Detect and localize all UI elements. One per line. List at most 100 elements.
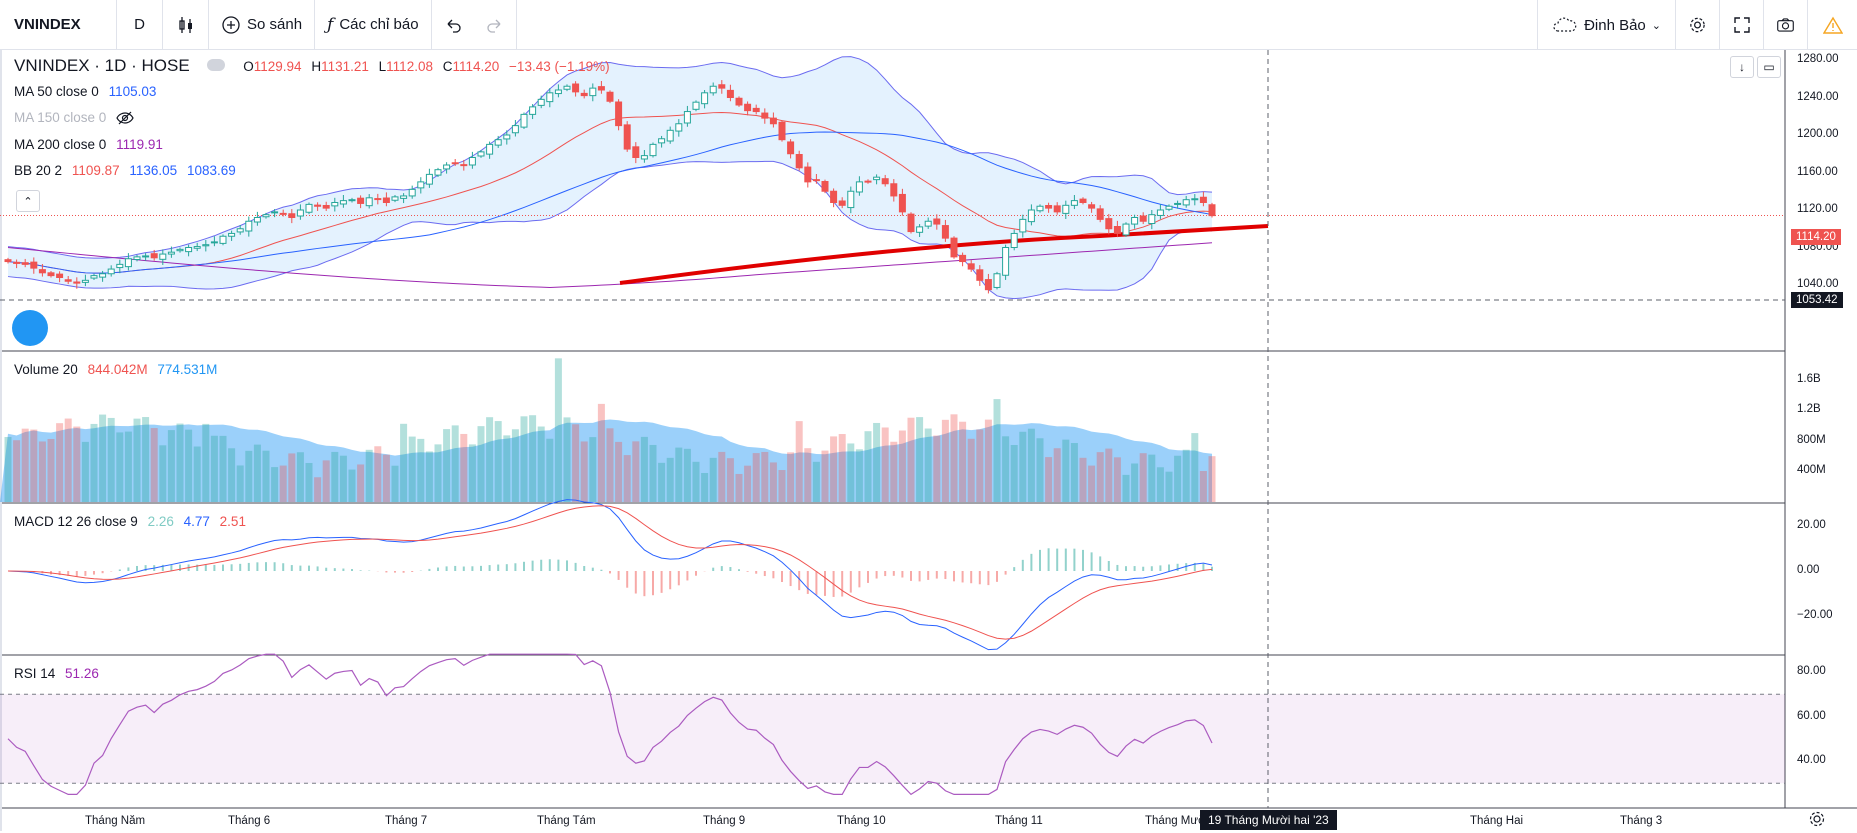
ma50-legend[interactable]: MA 50 close 0 1105.03: [14, 84, 162, 99]
volume-bar: [675, 447, 683, 502]
volume-bar: [434, 444, 442, 502]
volume-bar: [486, 417, 494, 502]
volume-bar: [976, 429, 984, 502]
rsi-legend[interactable]: RSI 14 51.26: [14, 666, 105, 681]
candles-icon: [178, 16, 192, 33]
volume-bar: [950, 414, 958, 502]
candle-body: [331, 202, 339, 207]
candle-body: [434, 169, 442, 176]
move-down-button[interactable]: ↓: [1730, 56, 1754, 78]
ma150-legend[interactable]: MA 150 close 0: [14, 110, 134, 125]
chart-canvas[interactable]: [0, 50, 1857, 831]
volume-bar: [1208, 456, 1216, 502]
candle-body: [1053, 205, 1061, 213]
candle-body: [30, 261, 38, 269]
axis-settings-button[interactable]: [1808, 810, 1828, 830]
volume-bar: [830, 436, 838, 502]
snapshot-button[interactable]: [1763, 0, 1807, 50]
candle-body: [4, 259, 12, 263]
candle-body: [1113, 226, 1121, 234]
candle-body: [477, 151, 485, 157]
volume-legend[interactable]: Volume 20 844.042M 774.531M: [14, 362, 223, 377]
candle-body: [1191, 198, 1199, 201]
volume-bar: [348, 469, 356, 502]
interval-button[interactable]: D: [117, 0, 163, 50]
candle-body: [589, 87, 597, 97]
volume-bar: [984, 419, 992, 502]
volume-bar: [580, 441, 588, 502]
volume-bar: [417, 438, 425, 502]
volume-bar: [391, 465, 399, 502]
rsi-value: 51.26: [65, 666, 99, 681]
compare-button[interactable]: So sánh: [209, 0, 316, 50]
candle-body: [339, 200, 347, 205]
candle-body: [1165, 205, 1173, 210]
settings-button[interactable]: [1675, 0, 1719, 50]
fullscreen-button[interactable]: [1719, 0, 1763, 50]
volume-bar: [150, 428, 158, 502]
volume-bar: [1139, 453, 1147, 502]
volume-pane: [0, 358, 1216, 502]
symbol-search-button[interactable]: VNINDEX: [0, 0, 117, 50]
indicators-button[interactable]: ƒ Các chỉ báo: [315, 0, 432, 50]
tradingview-logo[interactable]: [12, 310, 48, 346]
time-label: Tháng 9: [703, 815, 746, 827]
candle-body: [90, 275, 98, 279]
volume-bar: [1131, 463, 1139, 502]
candle-body: [941, 225, 949, 239]
macd-legend[interactable]: MACD 12 26 close 9 2.26 4.77 2.51: [14, 514, 252, 529]
macd-tick: −20.00: [1797, 609, 1833, 621]
volume-bar: [881, 427, 889, 502]
candle-body: [572, 83, 580, 93]
maximize-pane-button[interactable]: ▭: [1757, 56, 1781, 78]
volume-bar: [228, 448, 236, 502]
volume-bar: [167, 430, 175, 502]
candle-body: [812, 179, 820, 182]
bb-legend[interactable]: BB 20 2 1109.87 1136.05 1083.69: [14, 163, 242, 178]
rsi-pane: [0, 653, 1785, 796]
redo-button[interactable]: [474, 0, 517, 50]
candle-body: [1062, 204, 1070, 214]
macd-signal-value: 2.51: [219, 514, 246, 529]
candle-body: [924, 220, 932, 227]
candle-body: [167, 251, 175, 255]
macd-hist-value: 2.26: [147, 514, 174, 529]
candle-body: [769, 117, 777, 125]
candle-body: [821, 181, 829, 192]
volume-bar: [133, 418, 141, 502]
volume-bar: [718, 451, 726, 502]
alert-button[interactable]: [1807, 0, 1857, 50]
candle-body: [1156, 209, 1164, 216]
legend-settings-dot[interactable]: [207, 59, 226, 71]
undo-button[interactable]: [432, 0, 474, 50]
volume-bar: [382, 454, 390, 502]
volume-bar: [795, 421, 803, 502]
candle-body: [124, 258, 132, 268]
candle-body: [262, 214, 270, 218]
volume-bar: [4, 437, 12, 502]
candle-body: [210, 241, 218, 244]
volume-bar: [279, 465, 287, 502]
layout-button[interactable]: Đinh Bảo ⌄: [1537, 0, 1675, 50]
volume-bar: [692, 461, 700, 502]
eye-hidden-icon[interactable]: [116, 111, 134, 125]
ma200-legend[interactable]: MA 200 close 0 1119.91: [14, 137, 169, 152]
collapse-legend-button[interactable]: ⌃: [16, 190, 40, 212]
volume-bar: [658, 462, 666, 502]
plus-circle-icon: [222, 15, 240, 34]
volume-bar: [408, 436, 416, 502]
ma50-label: MA 50 close 0: [14, 84, 99, 99]
bb-lower-line: [7, 160, 1213, 300]
series-title[interactable]: VNINDEX · 1D · HOSE: [14, 56, 190, 75]
chart-type-button[interactable]: [163, 0, 209, 50]
volume-bar: [1053, 448, 1061, 502]
volume-bar: [554, 358, 562, 502]
volume-bar: [589, 437, 597, 502]
candle-body: [185, 247, 193, 253]
candle-body: [830, 190, 838, 203]
candle-body: [726, 89, 734, 98]
volume-bar: [271, 467, 279, 502]
candle-body: [1122, 223, 1130, 236]
volume-bar: [1122, 474, 1130, 502]
volume-bar: [159, 445, 167, 502]
